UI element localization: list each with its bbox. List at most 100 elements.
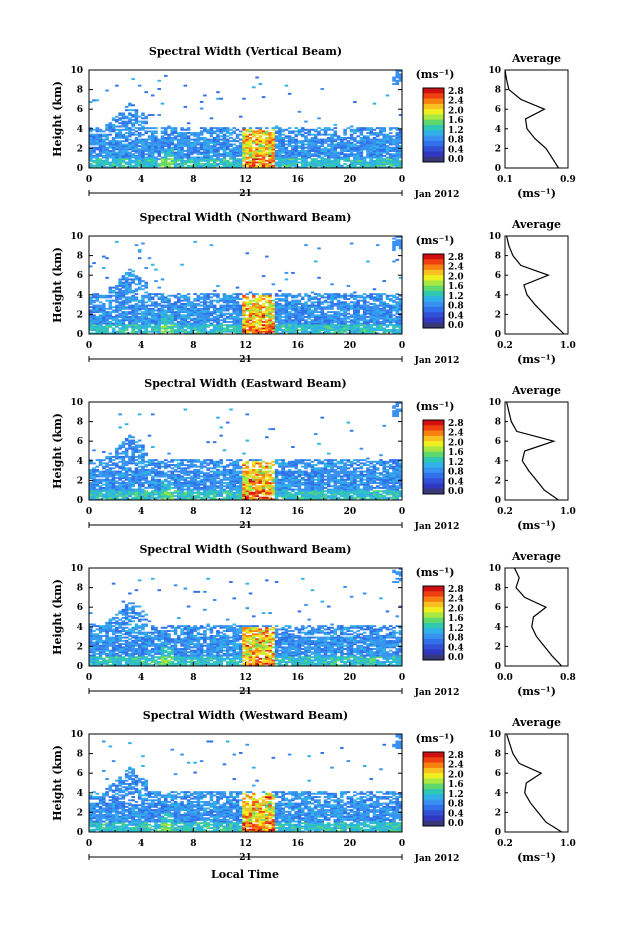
heatmap-cell bbox=[121, 306, 126, 309]
heatmap-cell bbox=[271, 143, 276, 146]
heatmap-cell bbox=[203, 317, 207, 320]
heatmap-cell bbox=[98, 486, 103, 489]
heatmap-cell bbox=[287, 329, 292, 332]
heatmap-cell bbox=[362, 148, 367, 151]
heatmap-cell bbox=[108, 122, 113, 125]
colorbar-swatch bbox=[423, 322, 444, 329]
heatmap-cell bbox=[128, 273, 132, 276]
heatmap-cell bbox=[163, 128, 168, 131]
heatmap-cell bbox=[313, 159, 318, 162]
heatmap-cell bbox=[89, 140, 93, 143]
colorbar-unit-label: (ms⁻¹) bbox=[416, 234, 455, 247]
heatmap-cell bbox=[124, 468, 129, 471]
heatmap-cell bbox=[180, 263, 184, 266]
heatmap-cell bbox=[265, 294, 269, 297]
heatmap-cell bbox=[137, 446, 142, 449]
average-y-tick-label: 8 bbox=[495, 252, 501, 262]
heatmap-cell bbox=[232, 148, 237, 151]
heatmap-cell bbox=[115, 285, 119, 287]
heatmap-cell bbox=[313, 330, 318, 333]
heatmap-cell bbox=[154, 324, 158, 327]
heatmap-cell bbox=[170, 482, 175, 484]
heatmap-cell bbox=[265, 330, 269, 333]
heatmap-cell bbox=[379, 145, 383, 148]
heatmap-cell bbox=[287, 136, 292, 139]
heatmap-cell bbox=[98, 329, 103, 332]
heatmap-cell bbox=[121, 325, 126, 328]
heatmap-cell bbox=[382, 307, 386, 310]
heatmap-cell bbox=[89, 486, 93, 489]
heatmap-cell bbox=[111, 455, 116, 458]
heatmap-cell bbox=[379, 322, 383, 325]
heatmap-cell bbox=[157, 309, 162, 312]
heatmap-cell bbox=[141, 472, 145, 475]
heatmap-cell bbox=[216, 311, 220, 314]
heatmap-cell bbox=[323, 296, 328, 299]
heatmap-cell bbox=[128, 283, 132, 286]
heatmap-cell bbox=[124, 158, 129, 161]
heatmap-cell bbox=[313, 314, 318, 317]
heatmap-cell bbox=[157, 319, 162, 322]
heatmap-cell bbox=[265, 312, 269, 315]
heatmap-cell bbox=[372, 138, 377, 141]
heatmap-cell bbox=[147, 154, 152, 157]
x-tick-label: 0 bbox=[399, 175, 405, 185]
heatmap-cell bbox=[124, 156, 129, 159]
heatmap-cell bbox=[150, 320, 155, 323]
heatmap-cell bbox=[177, 141, 181, 144]
heatmap-cell bbox=[242, 150, 246, 152]
heatmap-cell bbox=[379, 130, 383, 133]
heatmap-cell bbox=[134, 330, 139, 333]
heatmap-cell bbox=[180, 143, 184, 146]
heatmap-cell bbox=[193, 163, 197, 166]
heatmap-cell bbox=[134, 477, 139, 480]
heatmap-cell bbox=[134, 117, 139, 120]
heatmap-cell bbox=[186, 307, 191, 310]
heatmap-cell bbox=[232, 153, 237, 156]
heatmap-cell bbox=[398, 245, 403, 248]
heatmap-cell bbox=[327, 317, 331, 320]
heatmap-cell bbox=[102, 314, 106, 317]
heatmap-cell bbox=[190, 166, 194, 169]
heatmap-cell bbox=[330, 301, 334, 304]
heatmap-cell bbox=[242, 329, 246, 332]
heatmap-cell bbox=[261, 320, 266, 323]
heatmap-cell bbox=[216, 322, 220, 325]
heatmap-cell bbox=[115, 486, 119, 489]
heatmap-cell bbox=[147, 470, 152, 473]
heatmap-cell bbox=[219, 97, 223, 100]
heatmap-cell bbox=[105, 473, 109, 476]
heatmap-cell bbox=[395, 330, 400, 333]
heatmap-cell bbox=[212, 312, 217, 315]
heatmap-cell bbox=[134, 475, 139, 478]
heatmap-cell bbox=[89, 156, 93, 159]
heatmap-cell bbox=[330, 307, 334, 310]
y-tick-label: 10 bbox=[70, 66, 83, 76]
heatmap-cell bbox=[278, 316, 282, 318]
heatmap-cell bbox=[163, 317, 168, 320]
heatmap-cell bbox=[395, 240, 400, 243]
heatmap-cell bbox=[271, 317, 276, 320]
heatmap-cell bbox=[271, 133, 276, 136]
heatmap-cell bbox=[281, 159, 285, 162]
heatmap-cell bbox=[144, 140, 148, 143]
heatmap-cell bbox=[154, 472, 158, 475]
heatmap-cell bbox=[313, 135, 318, 138]
heatmap-cell bbox=[128, 498, 132, 501]
heatmap-cell bbox=[141, 330, 145, 333]
heatmap-cell bbox=[102, 135, 106, 138]
heatmap-cell bbox=[330, 324, 334, 327]
heatmap-cell bbox=[124, 306, 129, 309]
heatmap-cell bbox=[307, 325, 312, 328]
heatmap-cell bbox=[219, 304, 223, 307]
heatmap-cell bbox=[147, 159, 152, 162]
heatmap-cell bbox=[137, 140, 142, 143]
heatmap-cell bbox=[304, 143, 308, 146]
heatmap-cell bbox=[102, 294, 106, 297]
heatmap-cell bbox=[193, 302, 197, 305]
heatmap-cell bbox=[199, 330, 204, 333]
heatmap-cell bbox=[89, 151, 93, 154]
heatmap-cell bbox=[356, 153, 360, 156]
heatmap-cell bbox=[304, 306, 308, 309]
heatmap-cell bbox=[238, 329, 243, 332]
